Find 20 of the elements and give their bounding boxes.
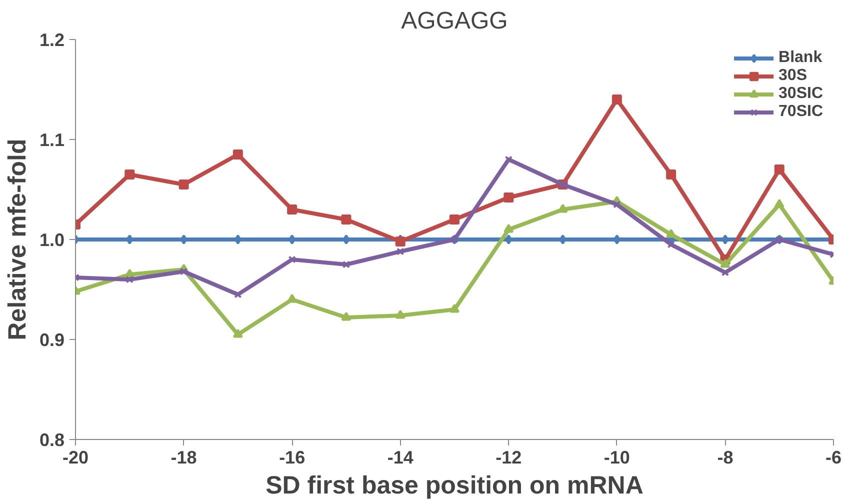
y-tick-label: 0.9 <box>39 330 65 350</box>
x-tick-label: -16 <box>279 448 306 468</box>
y-tick-label: 0.8 <box>39 430 65 450</box>
legend-label: Blank <box>778 49 822 67</box>
y-tick-label: 1.0 <box>39 230 65 250</box>
legend-label: 30S <box>778 67 807 85</box>
chart-title: AGGAGG <box>401 8 508 34</box>
x-tick-label: -10 <box>604 448 630 468</box>
y-tick-label: 1.2 <box>39 30 65 50</box>
x-tick-label: -18 <box>170 448 197 468</box>
x-tick-label: -20 <box>62 448 89 468</box>
x-tick-label: -8 <box>717 448 734 468</box>
x-tick-label: -12 <box>496 448 522 468</box>
x-tick-label: -6 <box>826 448 842 468</box>
x-tick-label: -14 <box>387 448 414 468</box>
y-axis-title: Relative mfe-fold <box>3 138 32 340</box>
legend-label: 30SIC <box>778 85 823 103</box>
x-axis-title: SD first base position on mRNA <box>266 472 644 500</box>
legend-label: 70SIC <box>778 103 823 121</box>
y-tick-label: 1.1 <box>39 130 65 150</box>
